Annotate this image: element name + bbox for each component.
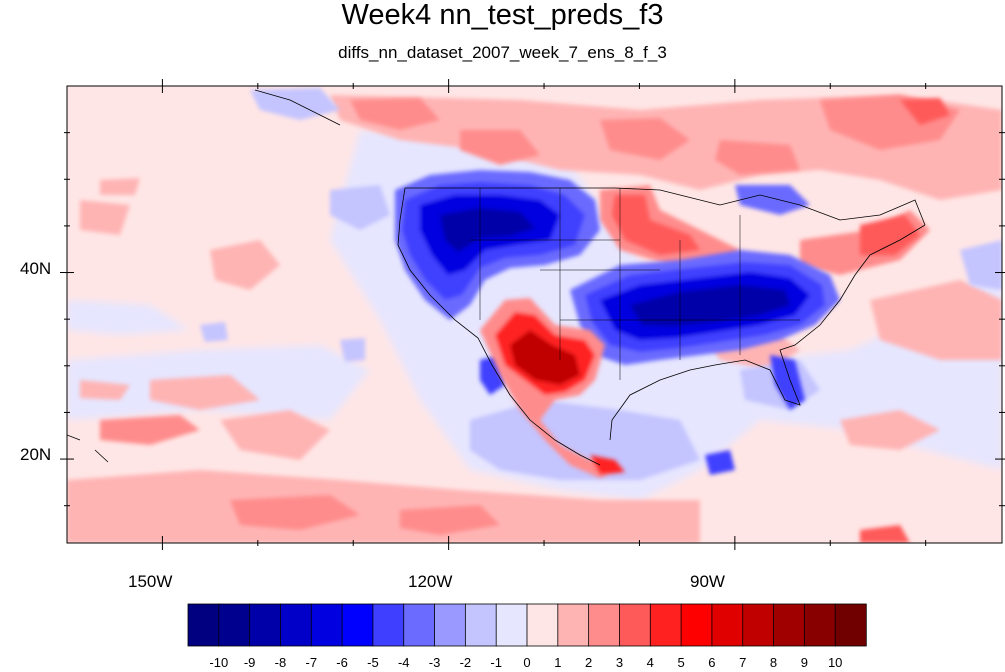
colorbar-swatch — [218, 603, 251, 647]
colorbar-swatch — [249, 603, 282, 647]
colorbar-swatch — [310, 603, 343, 647]
colorbar-level-label: -10 — [209, 655, 229, 670]
colorbar-level-label: 10 — [827, 655, 843, 670]
lon-tick-label-150w: 150W — [128, 572, 173, 591]
map-frame — [66, 85, 1003, 544]
colorbar-swatch — [434, 603, 467, 647]
colorbar-level-label: 3 — [615, 655, 624, 670]
colorbar-level-label: 4 — [646, 655, 654, 670]
colorbar-swatch — [557, 603, 590, 647]
colorbar-level-label: -2 — [459, 655, 472, 670]
lon-tick-label-120w: 120W — [408, 572, 453, 591]
colorbar-level-label: -3 — [428, 655, 441, 670]
colorbar-swatch — [280, 603, 312, 647]
colorbar-level-label: 0 — [523, 655, 531, 670]
colorbar-level-label: -7 — [305, 655, 318, 670]
colorbar-swatch — [464, 603, 497, 647]
colorbar-level-label: 5 — [677, 655, 685, 670]
colorbar-swatch — [834, 603, 867, 647]
colorbar-swatch — [619, 603, 651, 647]
colorbar-level-label: -5 — [367, 655, 379, 670]
axis-ticks — [60, 79, 1005, 550]
colorbar-swatch — [403, 603, 436, 647]
anomaly-field — [67, 86, 1002, 543]
colorbar-level-label: 1 — [554, 655, 562, 670]
colorbar-level-label: -6 — [336, 655, 348, 670]
colorbar-level-label: 7 — [739, 655, 747, 670]
colorbar-swatch — [773, 603, 806, 647]
colorbar-swatch — [372, 603, 405, 647]
colorbar-level-label: 9 — [800, 655, 808, 670]
colorbar-swatch — [588, 603, 621, 647]
colorbar-level-label: 2 — [585, 655, 593, 670]
colorbar-swatch — [680, 603, 713, 647]
colorbar-level-label: -8 — [274, 655, 287, 670]
colorbar-level-label: -1 — [490, 655, 502, 670]
colorbar-swatch — [803, 603, 836, 647]
colorbar-swatch — [187, 603, 220, 647]
lat-tick-label-40n: 40N — [20, 259, 52, 278]
colorbar-swatch — [526, 603, 559, 647]
colorbar-level-label: 6 — [708, 655, 716, 670]
colorbar-swatch — [649, 603, 682, 647]
colorbar-swatch — [742, 603, 775, 647]
coastlines — [67, 89, 926, 466]
colorbar-swatch — [495, 603, 528, 647]
map-title: Week4 nn_test_preds_f3 — [341, 0, 664, 31]
colorbar — [187, 603, 867, 647]
colorbar-level-label: -4 — [397, 655, 410, 670]
colorbar-level-label: -9 — [243, 655, 256, 670]
colorbar-swatch — [711, 603, 744, 647]
map-subtitle: diffs_nn_dataset_2007_week_7_ens_8_f_3 — [338, 43, 667, 62]
colorbar-swatch — [341, 603, 374, 647]
colorbar-level-label: 8 — [769, 655, 778, 670]
lon-tick-label-90w: 90W — [690, 572, 725, 591]
lat-tick-label-20n: 20N — [20, 445, 52, 464]
